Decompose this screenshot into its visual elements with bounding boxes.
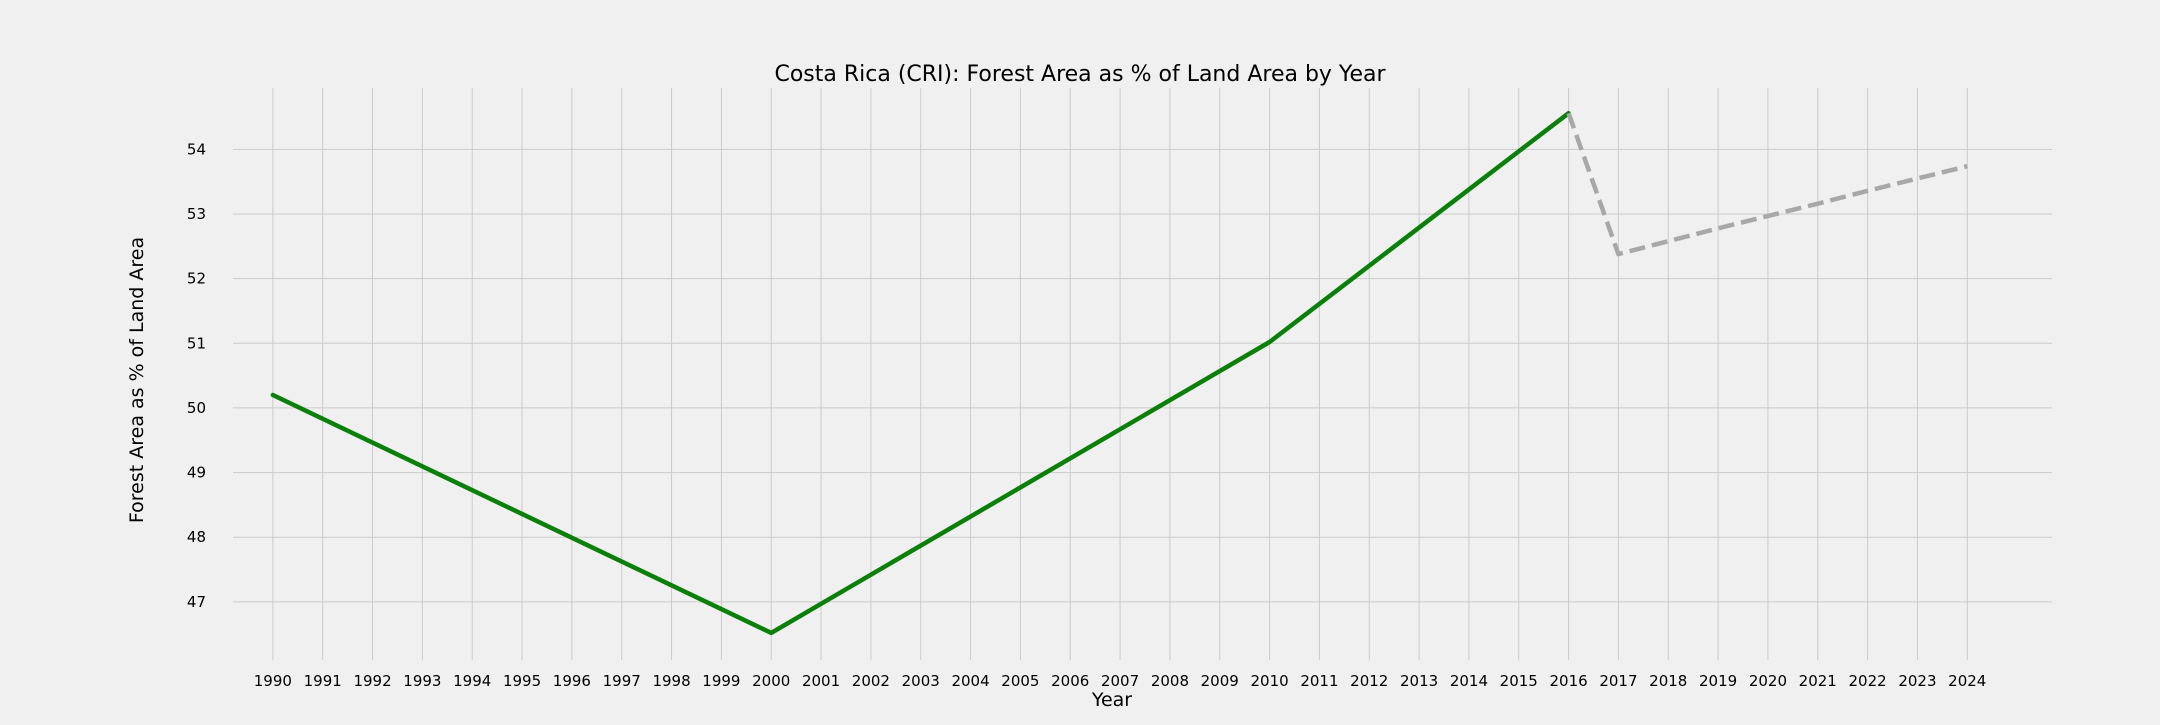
y-tick-label: 48 <box>187 528 206 546</box>
x-tick-label: 2012 <box>1350 672 1388 690</box>
x-tick-label: 2000 <box>752 672 790 690</box>
x-tick-label: 2016 <box>1550 672 1588 690</box>
chart-title: Costa Rica (CRI): Forest Area as % of La… <box>774 62 1386 87</box>
y-tick-label: 52 <box>187 270 206 288</box>
y-tick-label: 47 <box>187 593 206 611</box>
x-tick-label: 2009 <box>1201 672 1239 690</box>
x-tick-label: 2023 <box>1898 672 1936 690</box>
x-tick-label: 2003 <box>902 672 940 690</box>
x-tick-label: 2014 <box>1450 672 1488 690</box>
grid-layer <box>233 88 2052 660</box>
x-tick-label: 2020 <box>1749 672 1787 690</box>
x-tick-label: 1990 <box>254 672 292 690</box>
x-tick-label: 2007 <box>1101 672 1139 690</box>
x-tick-label: 1992 <box>353 672 391 690</box>
y-tick-label: 53 <box>187 205 206 223</box>
x-tick-label: 1995 <box>503 672 541 690</box>
x-tick-label: 1996 <box>553 672 591 690</box>
y-tick-label: 50 <box>187 399 206 417</box>
x-tick-label: 2001 <box>802 672 840 690</box>
x-tick-label: 2002 <box>852 672 890 690</box>
y-tick-labels: 47 48 49 50 51 52 53 54 <box>187 140 206 610</box>
x-tick-label: 1993 <box>403 672 441 690</box>
x-tick-label: 2022 <box>1849 672 1887 690</box>
x-tick-label: 1998 <box>652 672 690 690</box>
forest-area-series-line <box>270 110 1571 636</box>
x-tick-label: 1997 <box>603 672 641 690</box>
x-tick-label: 1994 <box>453 672 491 690</box>
y-tick-label: 51 <box>187 334 206 352</box>
x-tick-label: 1991 <box>304 672 342 690</box>
x-axis-label: Year <box>1091 689 1132 711</box>
x-tick-label: 1999 <box>702 672 740 690</box>
x-tick-label: 2024 <box>1948 672 1986 690</box>
x-tick-label: 2008 <box>1151 672 1189 690</box>
x-tick-label: 2021 <box>1799 672 1837 690</box>
y-tick-label: 49 <box>187 464 206 482</box>
x-tick-label: 2006 <box>1051 672 1089 690</box>
projection-series-line <box>1566 112 1968 257</box>
x-tick-label: 2018 <box>1649 672 1687 690</box>
x-tick-label: 2019 <box>1699 672 1737 690</box>
x-tick-label: 2011 <box>1300 672 1338 690</box>
x-tick-label: 2010 <box>1250 672 1288 690</box>
x-tick-label: 2004 <box>951 672 989 690</box>
series-layer <box>270 110 1968 636</box>
x-tick-label: 2005 <box>1001 672 1039 690</box>
y-axis-label: Forest Area as % of Land Area <box>126 237 148 523</box>
x-tick-label: 2013 <box>1400 672 1438 690</box>
x-tick-labels: 1990 1991 1992 1993 1994 1995 1996 1997 1998 1999… <box>254 672 1987 690</box>
x-tick-label: 2015 <box>1500 672 1538 690</box>
y-tick-label: 54 <box>187 140 206 158</box>
x-tick-label: 2017 <box>1599 672 1637 690</box>
